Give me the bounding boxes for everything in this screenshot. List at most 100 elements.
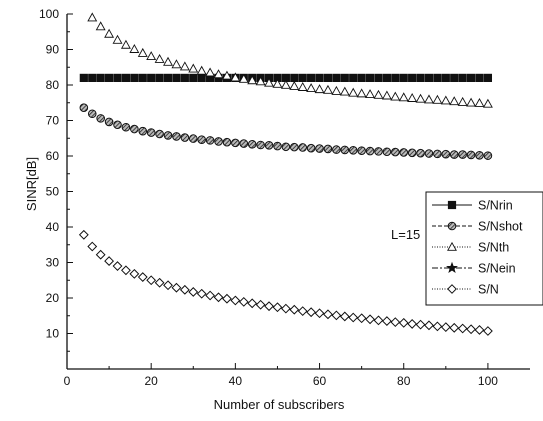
data-point (197, 73, 206, 83)
y-tick-label: 50 (46, 185, 60, 199)
data-point (146, 275, 157, 286)
legend-label: S/Nein (478, 262, 516, 276)
data-point (205, 67, 216, 77)
data-point (466, 73, 476, 83)
data-point (381, 316, 392, 326)
data-point (95, 249, 106, 260)
data-point (230, 295, 241, 306)
data-point (230, 72, 241, 82)
data-point (298, 73, 307, 83)
data-point (314, 84, 325, 94)
data-point (332, 145, 341, 154)
data-point (415, 319, 426, 330)
data-point (179, 284, 190, 295)
data-point (433, 149, 442, 159)
data-point (281, 142, 291, 152)
data-point (104, 256, 114, 266)
data-point (415, 93, 426, 103)
data-point (146, 128, 156, 137)
data-point (483, 151, 493, 160)
data-point (441, 149, 451, 159)
data-point (441, 73, 450, 83)
data-point (474, 97, 485, 107)
data-point (104, 28, 115, 38)
data-point (129, 268, 140, 279)
data-point (239, 139, 249, 148)
data-point (348, 87, 359, 97)
data-point (87, 109, 97, 119)
y-axis-title: SINR[dB] (24, 157, 39, 211)
data-point (374, 73, 383, 83)
x-tick-label: 60 (313, 374, 327, 388)
data-point (120, 39, 131, 49)
data-point (323, 144, 333, 154)
data-point (172, 132, 181, 141)
data-point (188, 134, 198, 143)
legend-marker (447, 221, 457, 231)
data-point (348, 312, 359, 323)
data-point (331, 310, 342, 321)
data-point (416, 73, 425, 83)
data-point (163, 56, 173, 66)
data-point (147, 73, 156, 83)
data-point (290, 73, 299, 83)
data-point (273, 141, 282, 151)
data-point (113, 120, 122, 130)
data-point (475, 150, 484, 160)
data-point (289, 304, 300, 315)
y-tick-label: 100 (39, 7, 59, 21)
data-point (297, 82, 308, 91)
data-point (449, 96, 460, 106)
data-point (340, 73, 349, 83)
data-point (348, 146, 358, 155)
data-point (264, 301, 274, 312)
data-point (365, 146, 375, 156)
data-point (357, 146, 366, 155)
data-point (391, 147, 400, 157)
data-point (87, 12, 98, 22)
data-point (466, 324, 476, 335)
data-point (407, 319, 418, 329)
data-point (155, 129, 164, 139)
data-point (129, 44, 140, 53)
data-point (78, 229, 89, 240)
data-point (374, 147, 383, 156)
x-tick-label: 40 (229, 374, 243, 388)
data-point (255, 299, 266, 310)
data-point (205, 136, 215, 145)
data-point (179, 61, 190, 71)
data-point (238, 296, 249, 307)
data-point (482, 98, 493, 108)
legend-marker (447, 241, 457, 251)
legend-marker (447, 284, 457, 294)
data-point (450, 73, 459, 83)
y-tick-label: 20 (46, 291, 60, 305)
data-point (79, 103, 89, 113)
data-point (424, 320, 434, 331)
data-point (466, 150, 476, 160)
data-point (121, 73, 131, 83)
data-point (307, 73, 316, 83)
data-point (381, 90, 392, 100)
data-point (163, 280, 173, 291)
data-point (339, 311, 350, 322)
data-point (255, 76, 266, 86)
data-point (399, 148, 409, 157)
data-point (280, 303, 291, 314)
data-point (331, 85, 342, 95)
data-point (196, 65, 207, 75)
data-point (449, 322, 460, 333)
data-point (306, 307, 317, 318)
series-s-nshot (79, 103, 493, 160)
data-point (112, 34, 123, 44)
data-point (130, 73, 139, 83)
data-point (356, 88, 367, 98)
data-point (365, 314, 375, 325)
data-point (163, 73, 173, 83)
data-point (280, 79, 291, 89)
data-point (458, 73, 467, 83)
y-tick-label: 80 (46, 78, 60, 92)
data-point (171, 282, 182, 293)
